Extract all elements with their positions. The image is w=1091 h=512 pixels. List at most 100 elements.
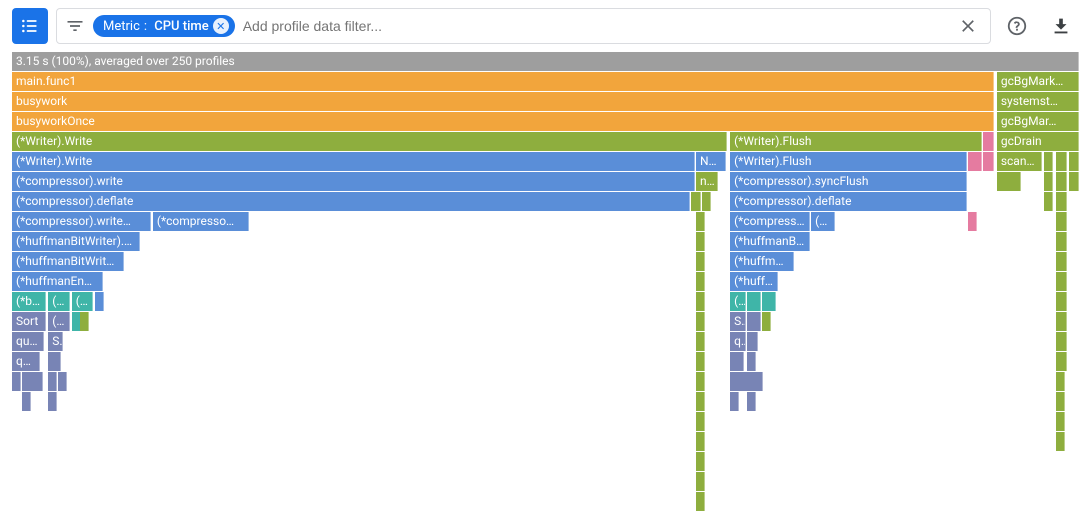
flame-frame[interactable] bbox=[1056, 172, 1068, 191]
flame-frame[interactable] bbox=[58, 372, 67, 391]
flame-frame[interactable] bbox=[48, 352, 61, 371]
flame-frame[interactable]: (*compress… bbox=[730, 212, 810, 231]
flame-frame[interactable] bbox=[696, 372, 705, 391]
flame-frame[interactable]: gcBgMar… bbox=[997, 112, 1079, 131]
flame-frame[interactable] bbox=[691, 192, 702, 211]
download-button[interactable] bbox=[1043, 8, 1079, 44]
flame-frame[interactable] bbox=[747, 292, 761, 311]
flame-frame[interactable] bbox=[747, 352, 756, 371]
flame-frame[interactable] bbox=[1056, 292, 1068, 311]
flame-frame[interactable] bbox=[1044, 192, 1054, 211]
flame-frame[interactable] bbox=[754, 372, 763, 391]
flame-frame[interactable] bbox=[1044, 172, 1054, 191]
flame-frame[interactable] bbox=[1056, 372, 1066, 391]
flame-frame[interactable]: (*Writer).Flush bbox=[730, 132, 982, 151]
flame-frame[interactable]: Ne… bbox=[696, 152, 726, 171]
flame-frame[interactable] bbox=[1056, 252, 1068, 271]
flame-frame[interactable]: (*compressor).syncFlush bbox=[730, 172, 967, 191]
flame-frame[interactable]: (*… bbox=[48, 292, 69, 311]
flame-frame[interactable] bbox=[34, 372, 43, 391]
flame-frame[interactable] bbox=[12, 372, 21, 391]
flame-frame[interactable] bbox=[696, 472, 705, 491]
flame-frame[interactable]: n… bbox=[696, 172, 718, 191]
flame-frame[interactable] bbox=[1056, 432, 1065, 451]
flame-frame[interactable] bbox=[696, 232, 705, 251]
flame-frame[interactable]: q… bbox=[12, 352, 40, 371]
flame-frame[interactable]: (*… bbox=[48, 312, 69, 331]
flame-frame[interactable] bbox=[983, 152, 994, 171]
flame-frame[interactable] bbox=[1056, 232, 1068, 251]
flame-frame[interactable]: (*huffmanBitWriter).… bbox=[12, 232, 140, 251]
flame-frame[interactable]: qui… bbox=[12, 332, 44, 351]
flame-frame[interactable] bbox=[696, 432, 705, 451]
chip-remove-icon[interactable]: ✕ bbox=[213, 18, 229, 34]
flame-frame[interactable] bbox=[80, 312, 89, 331]
flame-frame[interactable] bbox=[762, 312, 771, 331]
flame-frame[interactable] bbox=[696, 332, 705, 351]
flame-frame[interactable]: (*huff… bbox=[730, 272, 778, 291]
flame-frame[interactable]: (*by… bbox=[12, 292, 46, 311]
flame-frame[interactable] bbox=[696, 272, 705, 291]
metric-chip[interactable]: Metric : CPU time ✕ bbox=[93, 15, 235, 37]
flame-frame[interactable] bbox=[702, 192, 711, 211]
flame-frame[interactable] bbox=[1056, 392, 1065, 411]
clear-filter-button[interactable] bbox=[954, 12, 982, 40]
flame-frame[interactable]: 3.15 s (100%), averaged over 250 profile… bbox=[12, 52, 1079, 71]
flame-frame[interactable]: (*… bbox=[811, 212, 834, 231]
flame-frame[interactable] bbox=[1069, 172, 1079, 191]
flame-frame[interactable] bbox=[968, 152, 982, 171]
flame-frame[interactable]: S… bbox=[48, 332, 63, 351]
flame-frame[interactable] bbox=[1012, 172, 1021, 191]
flame-frame[interactable]: (*compresso… bbox=[153, 212, 249, 231]
filter-input[interactable] bbox=[243, 18, 946, 34]
flame-frame[interactable]: (*compressor).deflate bbox=[12, 192, 690, 211]
flame-frame[interactable] bbox=[730, 392, 739, 411]
flame-frame[interactable] bbox=[696, 252, 705, 271]
flame-frame[interactable] bbox=[1056, 192, 1068, 211]
flame-frame[interactable] bbox=[983, 132, 994, 151]
flame-frame[interactable]: busyworkOnce bbox=[12, 112, 994, 131]
flame-frame[interactable]: q… bbox=[730, 332, 746, 351]
flame-frame[interactable] bbox=[968, 212, 977, 231]
flame-frame[interactable] bbox=[1069, 152, 1079, 171]
flame-frame[interactable] bbox=[1056, 152, 1068, 171]
flame-frame[interactable] bbox=[1044, 152, 1054, 171]
flame-frame[interactable]: (*compressor).write… bbox=[12, 212, 151, 231]
flame-frame[interactable] bbox=[747, 312, 761, 331]
flame-frame[interactable] bbox=[1056, 272, 1068, 291]
flame-frame[interactable]: Sort bbox=[12, 312, 46, 331]
flame-frame[interactable] bbox=[1056, 312, 1068, 331]
flame-frame[interactable] bbox=[730, 352, 744, 371]
flame-frame[interactable] bbox=[747, 392, 756, 411]
flame-frame[interactable] bbox=[48, 392, 57, 411]
flame-frame[interactable] bbox=[696, 412, 705, 431]
flame-frame[interactable] bbox=[1056, 352, 1068, 371]
flame-frame[interactable] bbox=[1056, 212, 1068, 231]
flame-frame[interactable] bbox=[696, 292, 705, 311]
flame-frame[interactable] bbox=[22, 392, 31, 411]
flame-frame[interactable] bbox=[1056, 332, 1068, 351]
list-view-button[interactable] bbox=[12, 8, 48, 44]
flame-frame[interactable]: gcDrain bbox=[997, 132, 1079, 151]
flame-frame[interactable]: (… bbox=[730, 292, 746, 311]
flame-frame[interactable] bbox=[762, 292, 776, 311]
flame-frame[interactable]: (*Writer).Write bbox=[12, 132, 727, 151]
flame-frame[interactable]: busywork bbox=[12, 92, 994, 111]
flame-frame[interactable] bbox=[696, 312, 705, 331]
flame-frame[interactable]: systemst… bbox=[997, 92, 1079, 111]
flame-frame[interactable]: S… bbox=[730, 312, 746, 331]
flame-frame[interactable]: (*… bbox=[72, 292, 93, 311]
flame-frame[interactable] bbox=[696, 392, 705, 411]
flame-graph[interactable]: 3.15 s (100%), averaged over 250 profile… bbox=[12, 52, 1079, 512]
flame-frame[interactable]: scan… bbox=[997, 152, 1042, 171]
flame-frame[interactable] bbox=[747, 332, 758, 351]
flame-frame[interactable] bbox=[696, 352, 705, 371]
flame-frame[interactable]: (*Writer).Write bbox=[12, 152, 695, 171]
flame-frame[interactable] bbox=[696, 212, 705, 231]
flame-frame[interactable]: (*huffmanEnc… bbox=[12, 272, 103, 291]
flame-frame[interactable] bbox=[95, 292, 104, 311]
flame-frame[interactable]: (*Writer).Flush bbox=[730, 152, 967, 171]
flame-frame[interactable]: (*compressor).deflate bbox=[730, 192, 967, 211]
help-button[interactable] bbox=[999, 8, 1035, 44]
filter-icon[interactable] bbox=[65, 16, 85, 36]
